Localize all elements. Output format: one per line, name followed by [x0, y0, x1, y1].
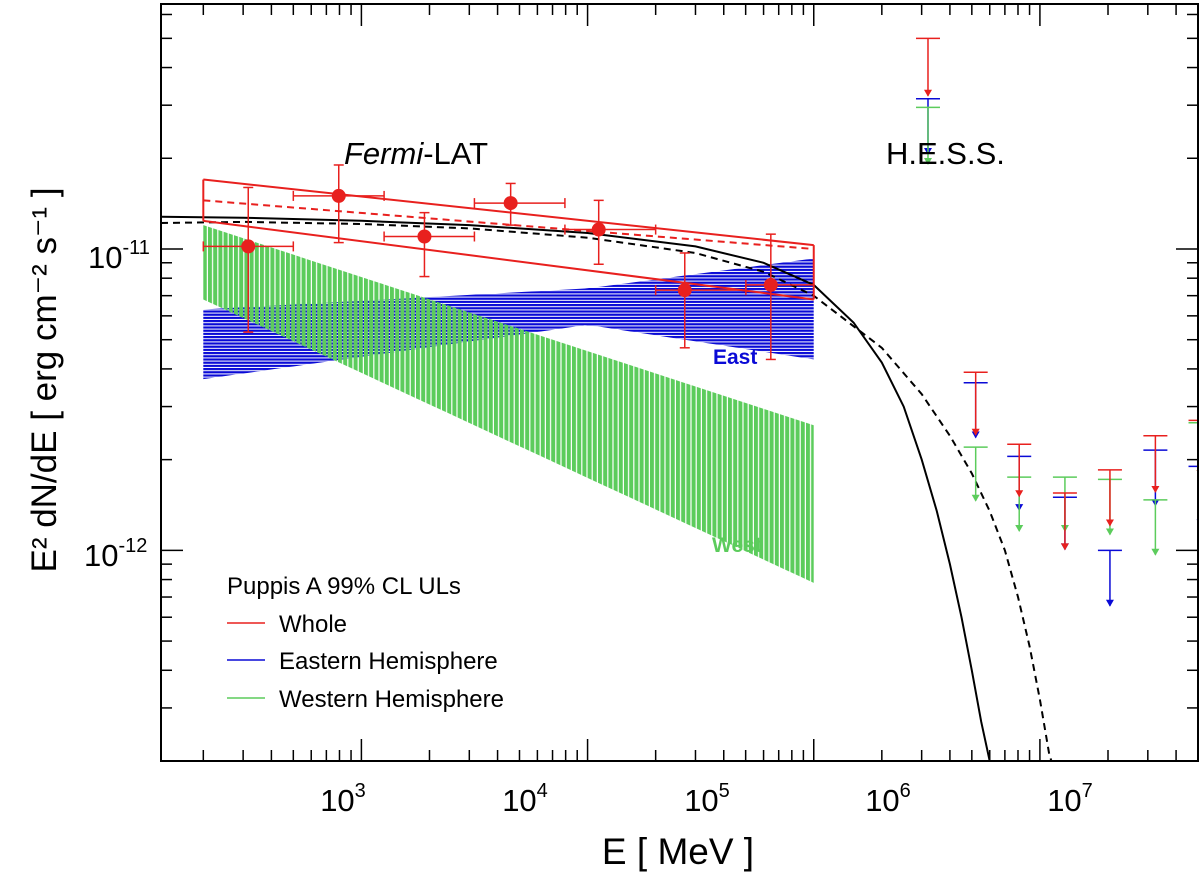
west-band	[203, 225, 814, 583]
legend-label-west: Western Hemisphere	[279, 686, 504, 713]
legend-label-whole: Whole	[279, 611, 347, 638]
fermi-point	[473, 182, 566, 226]
x-tick-label-1e6: 106	[865, 780, 911, 818]
x-tick-label-1e3: 103	[320, 780, 366, 818]
hess-ul-arrowhead	[1015, 490, 1024, 498]
hess-ul-arrowhead	[1105, 599, 1114, 607]
x-tick-label-1e5: 105	[684, 780, 730, 818]
x-axis-title: E [ MeV ]	[602, 831, 754, 872]
hess-label: H.E.S.S.	[886, 136, 1005, 171]
bowtie-lower	[203, 219, 814, 301]
y-tick-label-1e-11: 10-11	[88, 237, 150, 275]
fermi-point-marker	[503, 196, 518, 211]
fermi-point	[564, 199, 657, 265]
hess-ul-arrowhead	[1105, 519, 1114, 527]
east-label: East	[713, 346, 757, 369]
fermi-point-marker	[591, 222, 606, 237]
plot-frame	[160, 3, 1199, 762]
model-curves-layer	[161, 215, 1053, 761]
hess-ul-arrowhead	[923, 157, 932, 165]
fermi-points-layer	[202, 164, 815, 361]
y-tick-label-1e-12: 10-12	[84, 535, 147, 573]
legend-label-east: Eastern Hemisphere	[279, 648, 498, 675]
hess-ul-arrowhead	[971, 428, 980, 436]
hess-ul-whole	[1007, 443, 1032, 498]
bands-layer	[203, 225, 814, 583]
hess-ul-west	[963, 446, 988, 502]
fermi-point-marker	[241, 239, 256, 254]
west-label: West	[712, 534, 762, 557]
model-solid	[161, 215, 991, 761]
fermi-point-marker	[331, 188, 346, 203]
x-tick-label-1e4: 104	[502, 780, 548, 818]
hess-ul-whole	[1052, 492, 1077, 551]
fermi-point-marker	[763, 277, 778, 292]
hess-ul-arrowhead	[1060, 543, 1069, 551]
hess-upper-limits-layer	[915, 37, 1198, 607]
legend-title: Puppis A 99% CL ULs	[227, 573, 461, 600]
hess-ul-whole	[1143, 435, 1168, 493]
hess-ul-west	[1143, 499, 1168, 556]
hess-ul-arrowhead	[923, 89, 932, 97]
y-axis-title: E² dN/dE [ erg cm⁻² s⁻¹ ]	[25, 187, 64, 572]
hess-ul-arrowhead	[1015, 525, 1024, 533]
legend: Puppis A 99% CL ULs Whole Eastern Hemisp…	[227, 573, 504, 713]
bowtie-upper	[203, 178, 814, 247]
hess-ul-west	[915, 106, 940, 165]
hess-ul-arrowhead	[971, 494, 980, 502]
fermi-point	[383, 211, 476, 278]
hess-ul-east	[1097, 549, 1122, 607]
model-dashed	[161, 220, 1053, 761]
hess-ul-whole	[963, 371, 988, 436]
fermi-point	[292, 164, 385, 244]
fermi-point	[745, 233, 815, 361]
fermi-point-marker	[677, 283, 692, 298]
hess-ul-whole	[915, 37, 940, 97]
fermi-point	[654, 252, 747, 349]
axis-ticks-layer	[161, 4, 1199, 762]
fermi-point	[202, 186, 295, 333]
hess-ul-arrowhead	[1151, 485, 1160, 493]
x-tick-label-1e7: 107	[1047, 780, 1093, 818]
fermi-lat-label: Fermi-LAT	[344, 136, 488, 171]
hess-ul-arrowhead	[1105, 528, 1114, 536]
hess-ul-arrowhead	[1151, 548, 1160, 556]
fermi-point-marker	[417, 229, 432, 244]
hess-ul-whole	[1097, 469, 1122, 527]
